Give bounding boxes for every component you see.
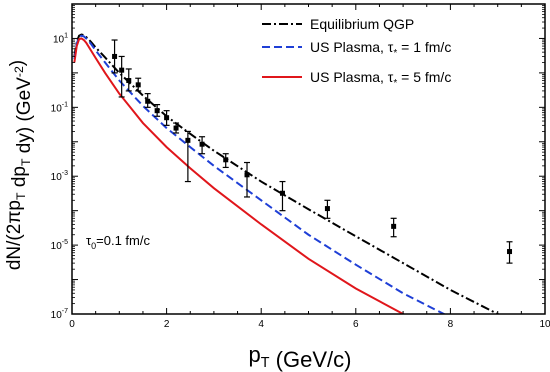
data-point (184, 130, 191, 183)
y-tick-label: 10-3 (51, 170, 68, 183)
legend-label: US Plasma, τ* = 1 fm/c (310, 39, 451, 59)
data-point (163, 110, 170, 126)
data-point (144, 93, 151, 108)
plot-frame (71, 3, 546, 315)
data-point (324, 199, 331, 219)
data-point (135, 77, 142, 92)
y-axis-label: dN/(2πpT dpT dy) (GeV-2) (4, 60, 35, 270)
data-point (199, 136, 206, 155)
y-tick-label: 10-7 (51, 308, 68, 321)
series-line-1 (73, 33, 500, 314)
axes-group: 0 2 4 6 8 10 10-7 10-5 10-3 10-1 101 (51, 3, 550, 330)
data-point (222, 153, 229, 169)
y-tick-label: 101 (53, 32, 68, 45)
series-line-3 (73, 37, 406, 314)
x-tick-label: 8 (448, 319, 454, 330)
x-tick-label: 0 (69, 319, 75, 330)
x-axis-label: pT (GeV/c) (249, 342, 352, 372)
x-tick-label: 4 (258, 319, 264, 330)
x-tick-label: 6 (353, 319, 359, 330)
series-line-2 (73, 34, 447, 314)
data-point (154, 104, 161, 117)
legend-entry-2: US Plasma, τ* = 1 fm/c (262, 39, 451, 59)
data-point (173, 122, 180, 134)
x-tick-label: 10 (539, 319, 550, 330)
data-point (390, 217, 397, 238)
data-point (506, 241, 513, 264)
data-points-group (111, 39, 513, 264)
legend-entry-3: US Plasma, τ* = 5 fm/c (262, 69, 451, 89)
data-point (118, 55, 125, 98)
legend: Equilibrium QGP US Plasma, τ* = 1 fm/c US … (262, 16, 451, 89)
tau0-annotation: τ0=0.1 fm/c (86, 233, 150, 251)
y-tick-label: 10-1 (51, 101, 68, 114)
x-tick-label: 2 (164, 319, 170, 330)
data-point (111, 39, 118, 74)
data-point (125, 68, 132, 92)
data-point (279, 180, 286, 212)
legend-label: Equilibrium QGP (310, 16, 414, 32)
data-point (244, 161, 251, 198)
legend-entry-1: Equilibrium QGP (262, 16, 414, 32)
curves-group (73, 33, 500, 314)
y-tick-label: 10-5 (51, 239, 68, 252)
legend-label: US Plasma, τ* = 5 fm/c (310, 69, 451, 89)
